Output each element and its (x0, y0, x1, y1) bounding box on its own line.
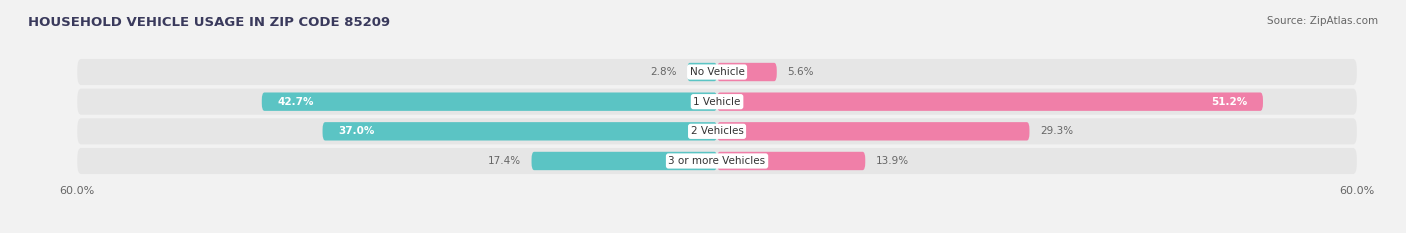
Text: No Vehicle: No Vehicle (689, 67, 745, 77)
Text: 5.6%: 5.6% (787, 67, 814, 77)
FancyBboxPatch shape (77, 148, 1357, 174)
Text: 42.7%: 42.7% (278, 97, 315, 107)
FancyBboxPatch shape (77, 59, 1357, 85)
Text: 17.4%: 17.4% (488, 156, 520, 166)
Text: 1 Vehicle: 1 Vehicle (693, 97, 741, 107)
FancyBboxPatch shape (322, 122, 717, 140)
Text: 51.2%: 51.2% (1211, 97, 1247, 107)
FancyBboxPatch shape (717, 93, 1263, 111)
Text: 2.8%: 2.8% (650, 67, 676, 77)
FancyBboxPatch shape (262, 93, 717, 111)
Text: HOUSEHOLD VEHICLE USAGE IN ZIP CODE 85209: HOUSEHOLD VEHICLE USAGE IN ZIP CODE 8520… (28, 16, 391, 29)
FancyBboxPatch shape (77, 89, 1357, 115)
FancyBboxPatch shape (717, 63, 776, 81)
FancyBboxPatch shape (77, 118, 1357, 144)
Text: 29.3%: 29.3% (1040, 126, 1073, 136)
Text: 2 Vehicles: 2 Vehicles (690, 126, 744, 136)
FancyBboxPatch shape (531, 152, 717, 170)
FancyBboxPatch shape (717, 152, 865, 170)
Text: Source: ZipAtlas.com: Source: ZipAtlas.com (1267, 16, 1378, 26)
Text: 37.0%: 37.0% (339, 126, 375, 136)
Text: 13.9%: 13.9% (876, 156, 910, 166)
Text: 3 or more Vehicles: 3 or more Vehicles (668, 156, 766, 166)
FancyBboxPatch shape (717, 122, 1029, 140)
FancyBboxPatch shape (688, 63, 717, 81)
